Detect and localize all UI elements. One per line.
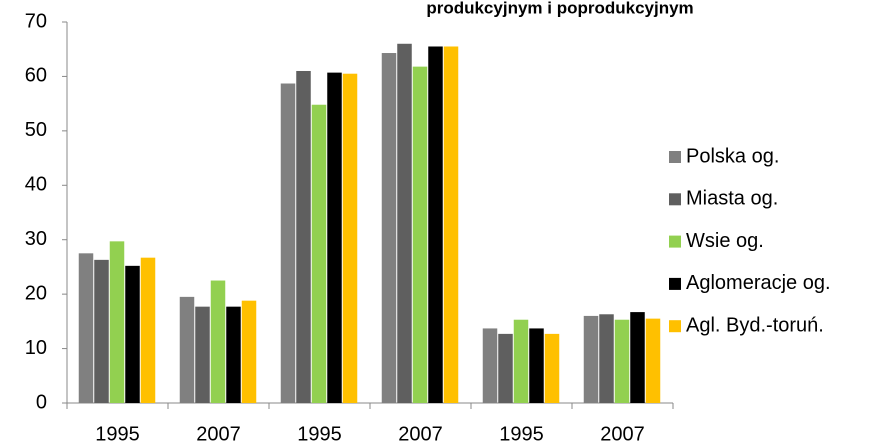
y-tick-label: 20 — [25, 282, 47, 304]
bar — [443, 46, 459, 403]
legend-label: Agl. Byd.-toruń. — [686, 314, 824, 336]
y-tick-label: 70 — [25, 10, 47, 32]
bar — [280, 83, 296, 404]
bar — [195, 306, 210, 403]
legend-swatch — [669, 320, 681, 333]
bar — [342, 73, 358, 403]
bar — [583, 315, 599, 403]
bar — [125, 265, 140, 403]
legend-label: Wsie og. — [686, 230, 764, 252]
legend-swatch — [669, 193, 681, 206]
bar — [109, 241, 125, 403]
bar — [140, 257, 156, 403]
bar — [428, 46, 443, 403]
y-tick-label: 10 — [25, 337, 47, 359]
y-tick-label: 60 — [25, 65, 47, 87]
legend-label: Miasta og. — [686, 188, 778, 210]
legend-swatch — [669, 277, 681, 290]
legend-swatch — [669, 235, 681, 248]
bar — [614, 319, 630, 403]
bar — [513, 319, 529, 403]
x-tick-label: 2007 — [398, 423, 443, 443]
bar — [210, 280, 226, 403]
bar — [94, 259, 109, 403]
chart-title: produkcyjnym i poprodukcyjnym — [426, 0, 693, 17]
bar — [327, 72, 342, 404]
bar — [226, 306, 241, 403]
bar — [412, 66, 428, 403]
bar — [529, 328, 544, 403]
bar — [78, 253, 94, 403]
y-tick-label: 0 — [36, 391, 47, 413]
bar — [179, 296, 195, 403]
bar — [397, 43, 412, 404]
y-tick-label: 30 — [25, 228, 47, 250]
bar — [381, 53, 397, 403]
x-tick-label: 2007 — [196, 423, 241, 443]
y-tick-label: 50 — [25, 119, 47, 141]
bar — [498, 333, 513, 403]
legend-label: Aglomeracje og. — [686, 272, 831, 294]
bar — [599, 314, 614, 403]
x-tick-label: 1995 — [297, 423, 342, 443]
bar — [482, 328, 498, 403]
bar — [296, 70, 311, 403]
x-tick-label: 2007 — [600, 423, 645, 443]
y-tick-label: 40 — [25, 174, 47, 196]
legend-swatch — [669, 151, 681, 163]
bar — [630, 312, 645, 403]
bar — [311, 104, 327, 403]
x-tick-label: 1995 — [95, 423, 140, 443]
x-tick-label: 1995 — [499, 423, 544, 443]
bar — [241, 300, 257, 403]
legend-label: Polska og. — [686, 145, 779, 167]
bar — [645, 318, 661, 403]
bar — [544, 333, 560, 403]
